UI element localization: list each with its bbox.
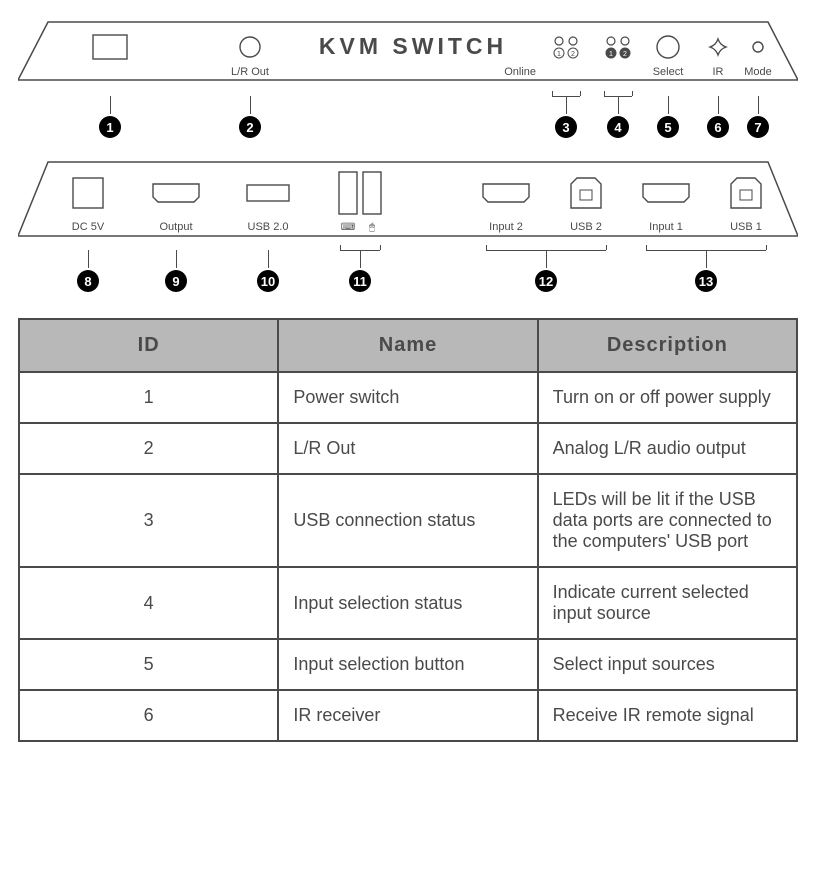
col-id: ID <box>19 319 278 372</box>
cell-name: IR receiver <box>278 690 537 741</box>
back-panel-diagram: DC 5V Output USB 2.0 ⌨ 🖱 Input 2 USB 2 Input 1 U… <box>18 158 802 300</box>
col-name: Name <box>278 319 537 372</box>
cell-id: 2 <box>19 423 278 474</box>
callout-13: 13 <box>695 250 717 292</box>
callout-badge: 1 <box>99 116 121 138</box>
svg-text:Mode: Mode <box>744 66 772 78</box>
callout-badge: 3 <box>555 116 577 138</box>
callout-badge: 4 <box>607 116 629 138</box>
table-row: 2L/R OutAnalog L/R audio output <box>19 423 797 474</box>
callout-6: 6 <box>707 96 729 138</box>
svg-text:Input 2: Input 2 <box>489 221 523 233</box>
callout-7: 7 <box>747 96 769 138</box>
callout-badge: 2 <box>239 116 261 138</box>
callout-badge: 10 <box>257 270 279 292</box>
cell-name: USB connection status <box>278 474 537 567</box>
svg-text:DC 5V: DC 5V <box>72 221 105 233</box>
callout-badge: 9 <box>165 270 187 292</box>
table-row: 4Input selection statusIndicate current … <box>19 567 797 639</box>
table-row: 5Input selection buttonSelect input sour… <box>19 639 797 690</box>
callout-11: 11 <box>349 250 371 292</box>
callout-badge: 11 <box>349 270 371 292</box>
svg-text:IR: IR <box>713 66 724 78</box>
svg-text:Online: Online <box>504 66 536 78</box>
device-title: KVM SWITCH <box>319 33 507 59</box>
callout-3: 3 <box>555 96 577 138</box>
table-row: 3USB connection statusLEDs will be lit i… <box>19 474 797 567</box>
callout-2: 2 <box>239 96 261 138</box>
callout-4: 4 <box>607 96 629 138</box>
cell-description: Analog L/R audio output <box>538 423 797 474</box>
front-panel-diagram: KVM SWITCHL/R Out12Online12SelectIRMode … <box>18 18 802 146</box>
cell-description: LEDs will be lit if the USB data ports a… <box>538 474 797 567</box>
svg-text:1: 1 <box>557 51 561 58</box>
svg-text:🖱: 🖱 <box>369 221 375 233</box>
svg-text:Select: Select <box>653 66 684 78</box>
cell-id: 6 <box>19 690 278 741</box>
callout-badge: 12 <box>535 270 557 292</box>
cell-name: Power switch <box>278 372 537 423</box>
cell-name: L/R Out <box>278 423 537 474</box>
svg-text:USB 2.0: USB 2.0 <box>248 221 289 233</box>
cell-description: Select input sources <box>538 639 797 690</box>
cell-id: 5 <box>19 639 278 690</box>
cell-id: 3 <box>19 474 278 567</box>
callout-12: 12 <box>535 250 557 292</box>
cell-description: Receive IR remote signal <box>538 690 797 741</box>
svg-text:Output: Output <box>159 221 192 233</box>
svg-text:USB 2: USB 2 <box>570 221 602 233</box>
callout-badge: 5 <box>657 116 679 138</box>
callout-badge: 8 <box>77 270 99 292</box>
table-row: 6IR receiverReceive IR remote signal <box>19 690 797 741</box>
svg-text:L/R Out: L/R Out <box>231 66 269 78</box>
cell-id: 4 <box>19 567 278 639</box>
table-row: 1Power switchTurn on or off power supply <box>19 372 797 423</box>
svg-text:2: 2 <box>623 51 627 58</box>
callout-badge: 7 <box>747 116 769 138</box>
cell-name: Input selection button <box>278 639 537 690</box>
svg-text:⌨: ⌨ <box>341 222 355 233</box>
col-desc: Description <box>538 319 797 372</box>
cell-id: 1 <box>19 372 278 423</box>
callout-badge: 6 <box>707 116 729 138</box>
callout-10: 10 <box>257 250 279 292</box>
callout-5: 5 <box>657 96 679 138</box>
cell-description: Turn on or off power supply <box>538 372 797 423</box>
callout-1: 1 <box>99 96 121 138</box>
svg-text:1: 1 <box>609 51 613 58</box>
svg-text:2: 2 <box>571 51 575 58</box>
svg-text:Input 1: Input 1 <box>649 221 683 233</box>
description-table: ID Name Description 1Power switchTurn on… <box>18 318 798 742</box>
callout-9: 9 <box>165 250 187 292</box>
svg-text:USB 1: USB 1 <box>730 221 762 233</box>
callout-8: 8 <box>77 250 99 292</box>
callout-badge: 13 <box>695 270 717 292</box>
cell-description: Indicate current selected input source <box>538 567 797 639</box>
cell-name: Input selection status <box>278 567 537 639</box>
